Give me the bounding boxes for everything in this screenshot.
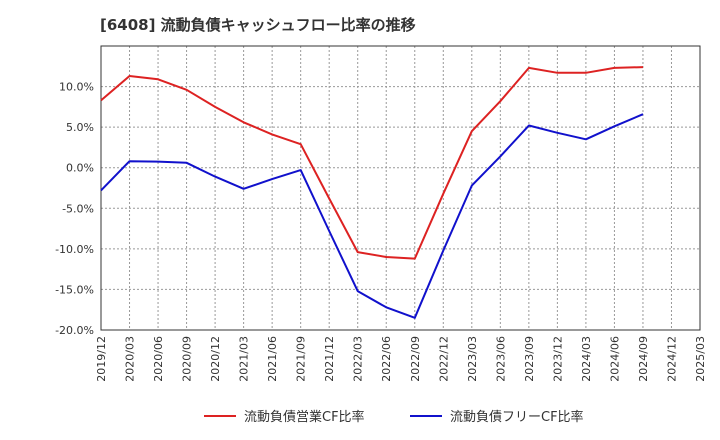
x-tick-label: 2022/09 — [409, 336, 422, 382]
x-tick-label: 2019/12 — [95, 336, 108, 382]
x-tick-label: 2024/03 — [580, 336, 593, 382]
x-tick-label: 2024/12 — [665, 336, 678, 382]
x-tick-label: 2020/09 — [181, 336, 194, 382]
x-tick-label: 2023/09 — [523, 336, 536, 382]
x-tick-label: 2021/12 — [323, 336, 336, 382]
plot-area — [101, 46, 700, 330]
legend-label-free-cf: 流動負債フリーCF比率 — [450, 409, 584, 425]
x-tick-label: 2021/03 — [238, 336, 251, 382]
series-line-operating-cf — [100, 66, 644, 260]
y-tick-label: 5.0% — [66, 121, 94, 134]
x-tick-label: 2020/12 — [209, 336, 222, 382]
plot-border — [100, 45, 701, 331]
chart-title: [6408] 流動負債キャッシュフロー比率の推移 — [100, 16, 416, 34]
x-tick-label: 2024/06 — [608, 336, 621, 382]
x-tick-label: 2022/06 — [380, 336, 393, 382]
y-tick-label: -20.0% — [55, 324, 94, 337]
y-tick-label: 10.0% — [59, 81, 94, 94]
x-tick-label: 2022/12 — [437, 336, 450, 382]
x-tick-label: 2021/06 — [266, 336, 279, 382]
x-tick-label: 2023/03 — [466, 336, 479, 382]
x-tick-label: 2022/03 — [352, 336, 365, 382]
x-tick-label: 2023/12 — [551, 336, 564, 382]
y-tick-label: -10.0% — [55, 243, 94, 256]
x-tick-label: 2020/03 — [124, 336, 137, 382]
x-tick-label: 2023/06 — [494, 336, 507, 382]
series-line-free-cf — [100, 113, 644, 319]
y-tick-label: 0.0% — [66, 162, 94, 175]
x-tick-label: 2025/03 — [694, 336, 707, 382]
x-tick-label: 2021/09 — [295, 336, 308, 382]
y-tick-label: -5.0% — [62, 202, 94, 215]
x-tick-label: 2024/09 — [637, 336, 650, 382]
x-tick-label: 2020/06 — [152, 336, 165, 382]
legend-label-operating-cf: 流動負債営業CF比率 — [244, 409, 365, 425]
y-tick-label: -15.0% — [55, 283, 94, 296]
